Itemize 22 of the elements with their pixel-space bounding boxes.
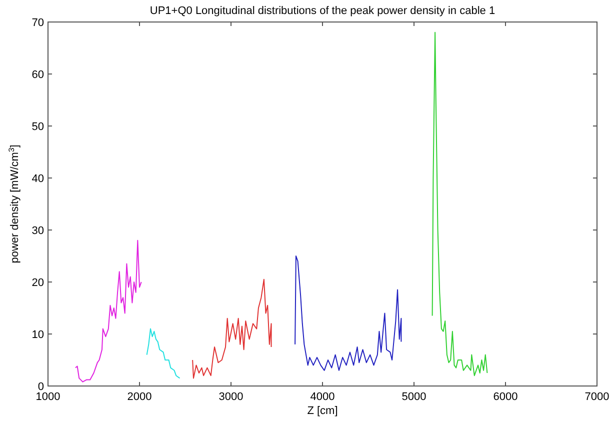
y-tick-label: 10 [32,329,44,341]
line-series [146,328,180,379]
y-tick-label: 0 [38,381,44,393]
chart-title: UP1+Q0 Longitudinal distributions of the peak power density in cable 1 [150,5,496,17]
y-tick-label: 60 [32,69,44,81]
line-series [432,32,488,376]
x-tick-label: 5000 [402,391,426,403]
x-axis-title: Z [cm] [307,405,338,417]
line-series [74,240,142,382]
x-tick-label: 7000 [584,391,610,403]
x-tick-label: 6000 [493,391,518,403]
y-tick-label: 50 [32,121,44,133]
x-tick-label: 4000 [310,391,335,403]
y-tick-label: 40 [32,173,44,185]
y-tick-label: 20 [32,277,44,289]
x-tick-label: 2000 [127,391,152,403]
x-tick-label: 1000 [36,391,60,403]
line-series [294,256,402,371]
line-series [192,278,272,379]
y-tick-label: 30 [32,225,44,237]
x-tick-label: 3000 [218,391,244,403]
y-tick-label: 70 [32,17,44,29]
